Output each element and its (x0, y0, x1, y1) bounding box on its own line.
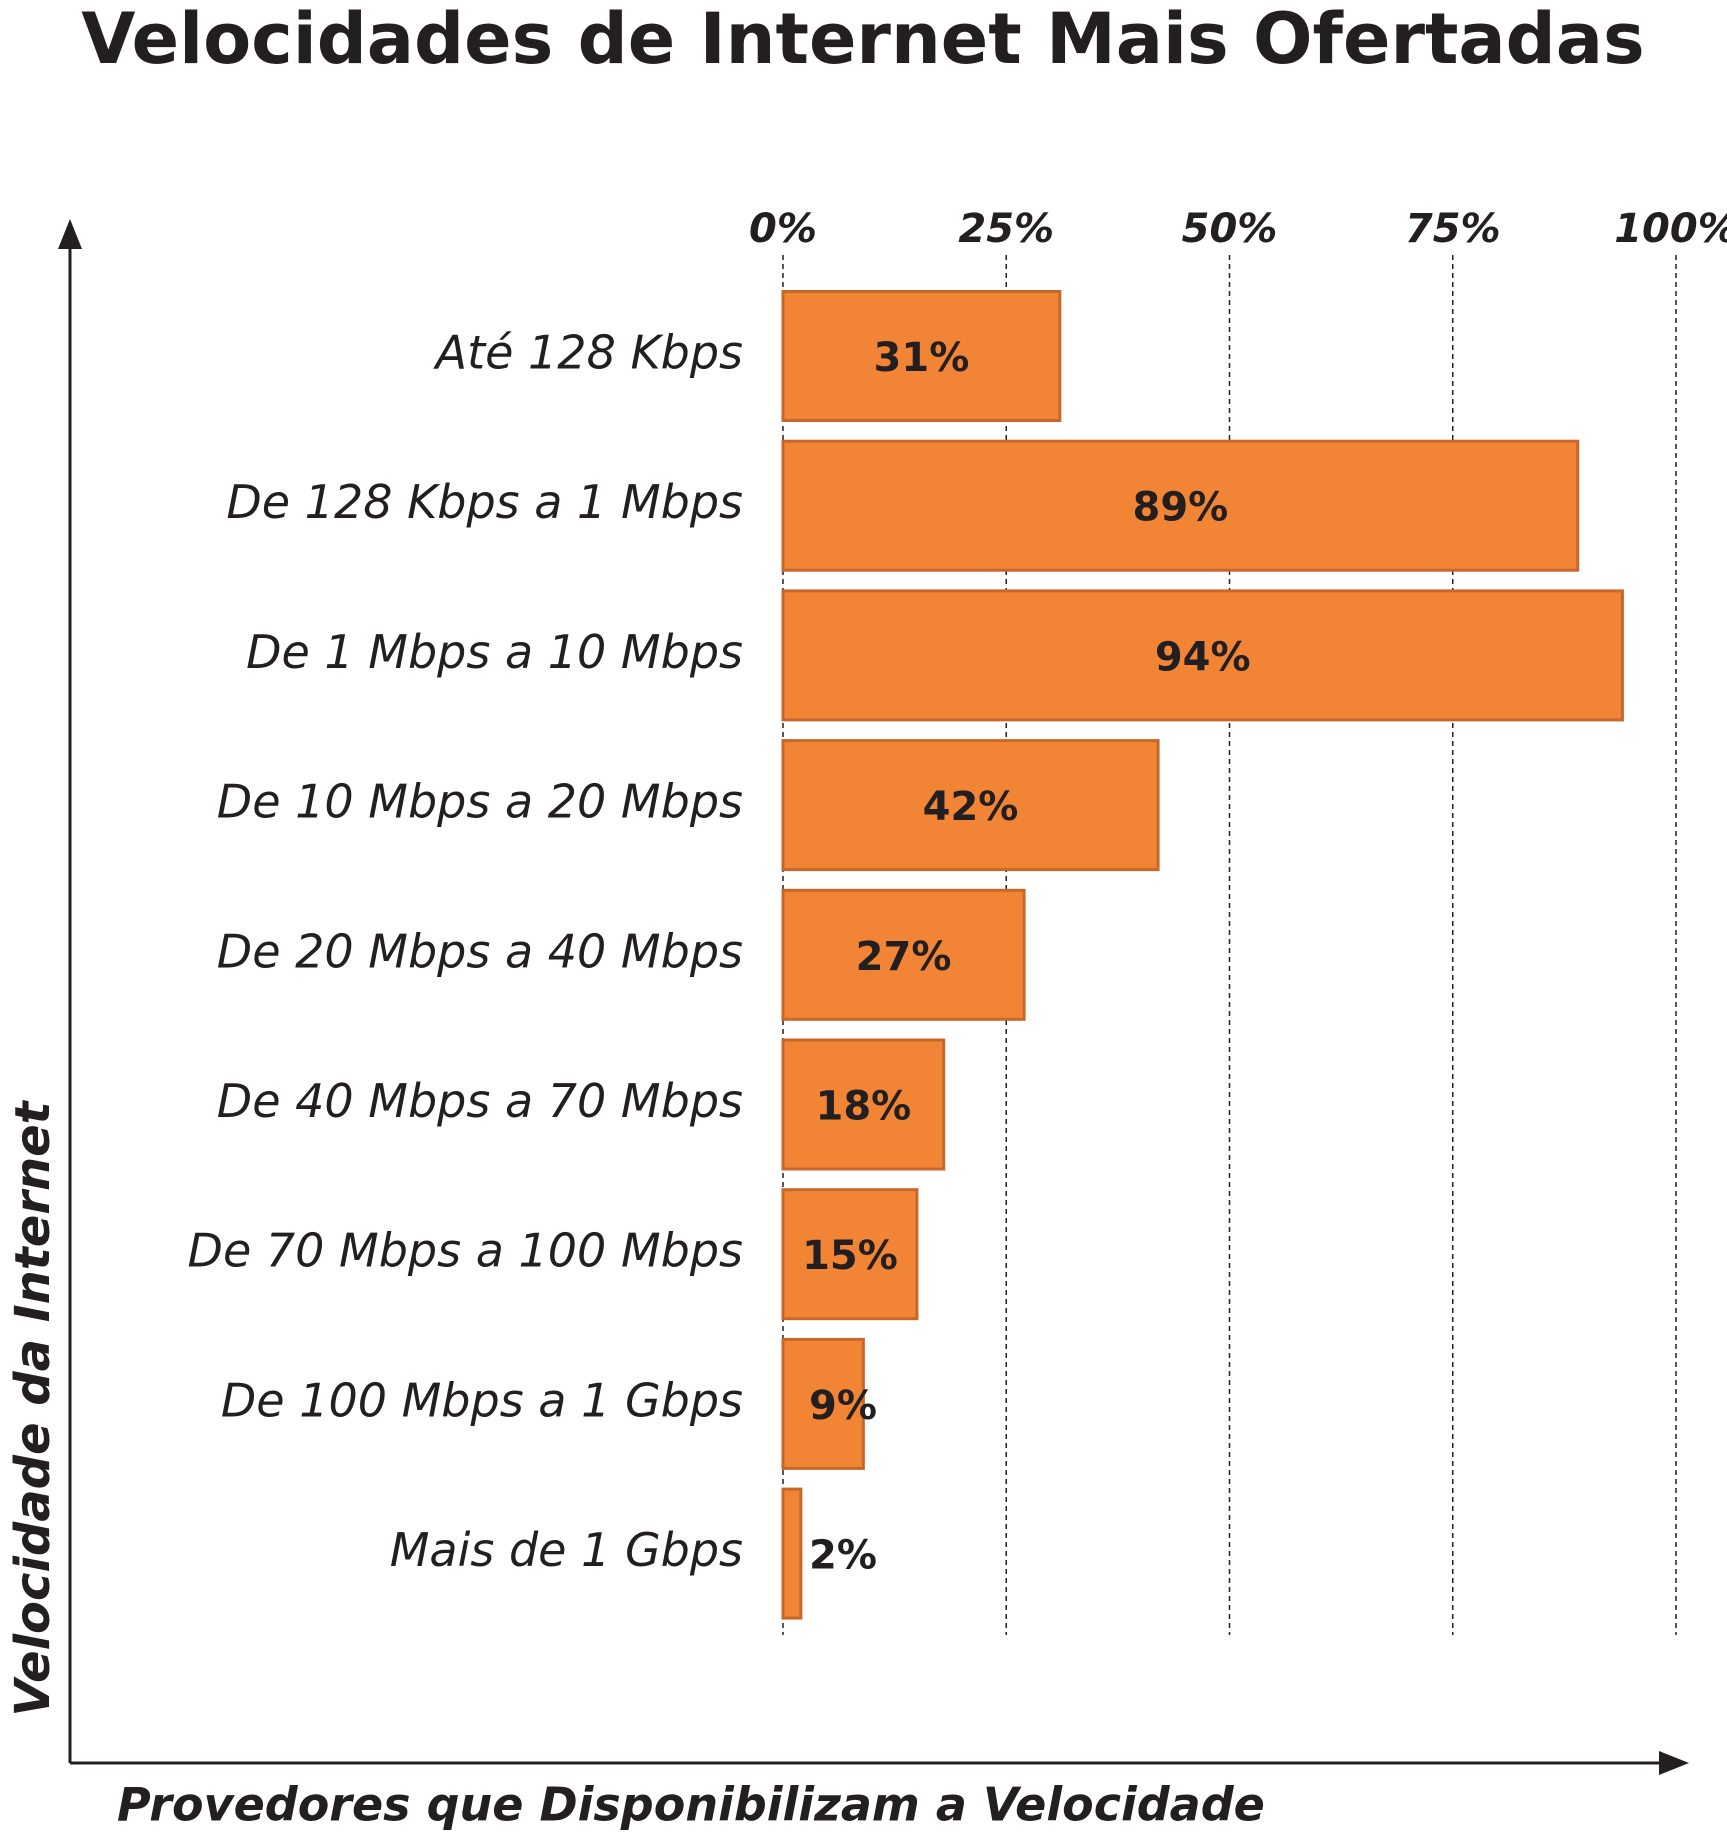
value-label: 89% (1133, 485, 1229, 531)
y-tick-label: De 40 Mbps a 70 Mbps (217, 1074, 743, 1128)
y-tick-label: De 128 Kbps a 1 Mbps (226, 475, 743, 529)
y-tick-label: De 70 Mbps a 100 Mbps (188, 1224, 743, 1278)
value-label: 94% (1155, 634, 1251, 680)
x-tick-label: 50% (1182, 206, 1278, 252)
chart-title: Velocidades de Internet Mais Ofertadas (81, 0, 1644, 80)
bar (781, 439, 1580, 572)
bar (781, 1337, 865, 1470)
value-label: 2% (809, 1533, 877, 1579)
y-tick-label: De 1 Mbps a 10 Mbps (246, 625, 743, 679)
bar (781, 888, 1026, 1021)
x-axis-label: Provedores que Disponibilizam a Velocida… (117, 1778, 1265, 1832)
bar (781, 1487, 803, 1620)
y-tick-label: De 20 Mbps a 40 Mbps (217, 924, 743, 978)
value-label: 27% (856, 934, 952, 980)
value-label: 42% (923, 784, 1019, 830)
y-tick-label: Até 128 Kbps (433, 326, 743, 380)
x-tick-label: 100% (1614, 206, 1727, 252)
bar (781, 739, 1160, 872)
y-tick-label: De 100 Mbps a 1 Gbps (221, 1373, 743, 1427)
y-tick-label: De 10 Mbps a 20 Mbps (217, 775, 743, 829)
value-label: 18% (815, 1084, 911, 1130)
x-tick-label: 0% (749, 206, 817, 252)
value-label: 31% (874, 335, 970, 381)
value-label: 15% (802, 1233, 898, 1279)
x-tick-label: 75% (1405, 206, 1501, 252)
value-label: 9% (809, 1383, 877, 1429)
bar (781, 290, 1062, 422)
bar (781, 1038, 946, 1171)
bar (781, 1188, 919, 1321)
bar (781, 589, 1624, 722)
y-tick-label: Mais de 1 Gbps (390, 1523, 743, 1577)
y-axis-label: Velocidade da Internet (5, 1099, 61, 1716)
x-tick-label: 25% (958, 206, 1054, 252)
